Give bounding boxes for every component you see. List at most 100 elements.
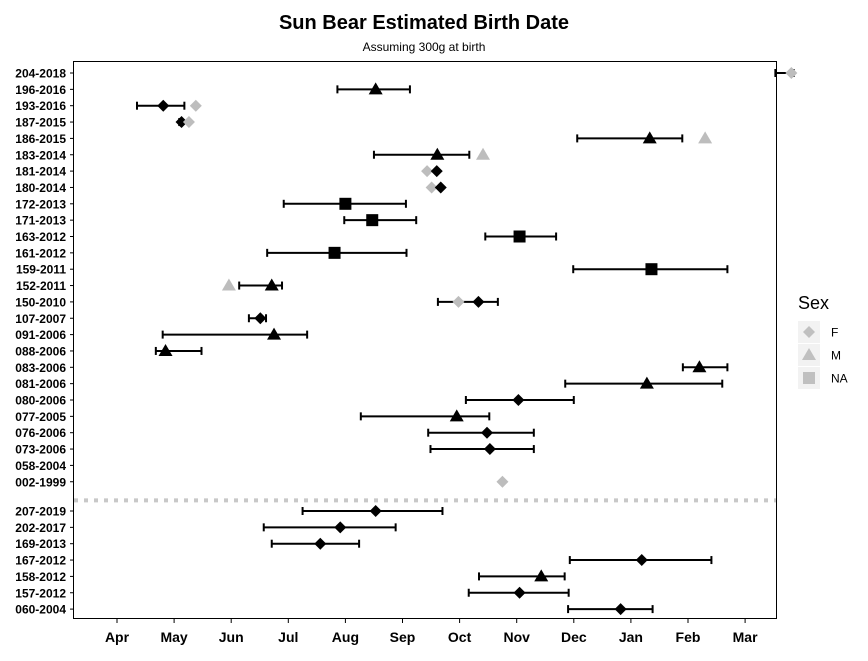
data-point [221,278,236,291]
ci-errorbar [436,297,499,306]
data-point [614,603,627,616]
data-point [267,327,282,340]
ci-errorbar [372,150,471,159]
data-point [369,505,382,517]
data-point [158,343,173,356]
x-tick-label: Jan [619,629,643,645]
ci-errorbar [343,216,418,225]
data-point [434,181,447,194]
row-label: 204-2018 [15,67,66,81]
ci-errorbar [359,412,491,421]
row-label: 083-2006 [15,361,66,375]
x-tick-label: Jul [278,629,298,645]
data-point [645,263,658,276]
row-label: 172-2013 [15,197,66,211]
data-point [452,295,465,308]
data-point [328,246,341,259]
legend-label: NA [831,372,848,386]
data-point [513,230,526,243]
row-label: 186-2015 [15,132,66,146]
row-label: 107-2007 [15,312,66,326]
legend-title: Sex [798,293,829,313]
plot-area [73,61,777,619]
row-label: 088-2006 [15,344,66,358]
data-point [642,131,657,144]
row-label: 193-2016 [15,99,66,113]
row-label: 161-2012 [15,246,66,260]
chart-title: Sun Bear Estimated Birth Date [279,12,569,34]
data-point [339,197,352,210]
legend-key-square [803,372,815,384]
row-label: 207-2019 [15,505,66,519]
data-point [430,165,443,178]
x-tick-label: Apr [105,629,130,645]
data-point [534,569,549,582]
row-label: 152-2011 [16,279,66,293]
data-point [639,376,654,389]
row-label: 060-2004 [15,603,66,617]
data-point [512,394,525,406]
row-label: 076-2006 [15,426,66,440]
row-label: 002-1999 [15,475,66,489]
row-label: 077-2005 [15,410,66,424]
data-point [425,181,438,194]
data-point [175,116,188,129]
x-tick-label: Mar [733,629,758,645]
data-point [481,426,494,439]
data-point [513,586,526,599]
chart-subtitle: Assuming 300g at birth [363,40,486,54]
legend-label: M [831,349,841,363]
ci-errorbar [567,605,654,614]
legend-label: F [831,326,838,340]
row-label: 202-2017 [15,521,66,535]
ci-errorbar [681,363,729,372]
data-point [472,295,485,308]
x-tick-label: Jun [219,629,244,645]
row-label: 080-2006 [15,394,66,408]
row-label: 183-2014 [15,148,66,162]
data-point [314,537,327,550]
row-label: 181-2014 [15,165,66,179]
data-point [483,443,496,456]
row-label: 187-2015 [15,116,66,130]
data-point [264,278,279,291]
data-point [366,214,379,227]
data-point [692,360,707,373]
x-tick-label: Feb [676,629,701,645]
data-point [334,521,347,534]
row-label: 171-2013 [15,214,66,228]
data-point [421,165,434,178]
x-tick-label: Sep [390,629,416,645]
ci-errorbar [478,572,566,581]
row-label: 157-2012 [15,586,66,600]
data-point [182,116,195,129]
legend-key-circle [803,326,815,338]
ci-errorbar [262,523,397,532]
x-tick-label: Oct [448,629,472,645]
data-point [635,554,648,567]
row-label: 073-2006 [15,443,66,457]
data-point [430,147,445,160]
data-point [368,82,383,95]
row-label: 180-2014 [15,181,66,195]
legend-key-triangle [802,348,816,360]
legend: Sex FM NA [798,293,848,389]
data-point [785,67,798,79]
x-tick-label: Nov [503,629,530,645]
data-point [157,99,170,112]
ci-errorbar [161,330,309,339]
row-label: 058-2004 [15,459,66,473]
row-label: 159-2011 [16,263,66,277]
row-label: 081-2006 [15,377,66,391]
data-point [189,99,202,112]
data-point [254,312,267,325]
ci-errorbar [429,445,535,454]
row-label: 163-2012 [15,230,66,244]
data-point [476,147,491,160]
data-point [698,131,713,144]
row-label: 196-2016 [15,83,66,97]
row-label: 169-2013 [15,537,66,551]
row-label: 150-2010 [15,295,66,309]
x-tick-label: Dec [561,629,587,645]
